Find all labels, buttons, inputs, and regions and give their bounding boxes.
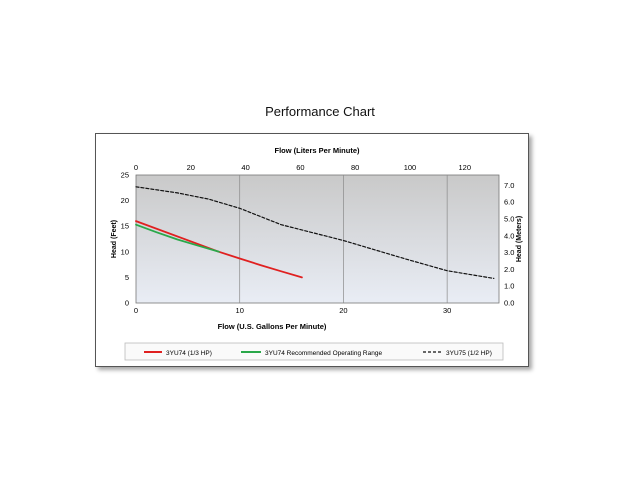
x-tick-label: 0 (134, 306, 138, 315)
plot-area (135, 174, 500, 304)
x2-tick-label: 100 (404, 163, 417, 172)
performance-chart: 0 10 20 30 0 20 40 60 80 100 120 0 5 10 15 20 25 0.0 1.0 2.… (111, 146, 523, 361)
legend: 3YU74 (1/3 HP) 3YU74 Recommended Operati… (124, 342, 504, 361)
x2-tick-label: 60 (296, 163, 304, 172)
y-tick-label: 25 (121, 171, 129, 180)
y2-tick-label: 5.0 (504, 215, 514, 224)
y2-tick-label: 2.0 (504, 265, 514, 274)
legend-entry-3yu74: 3YU74 (1/3 HP) (166, 350, 212, 357)
series-line-2 (135, 186, 495, 279)
legend-box (124, 342, 504, 361)
chart-frame: 0 10 20 30 0 20 40 60 80 100 120 0 5 10 15 20 25 0.0 1.0 2.… (95, 133, 529, 367)
y-tick-label: 20 (121, 196, 129, 205)
y-tick-label: 0 (125, 299, 129, 308)
x-tick-label: 30 (443, 306, 451, 315)
y2-tick-label: 6.0 (504, 198, 514, 207)
x2-tick-label: 0 (134, 163, 138, 172)
y2-tick-label: 0.0 (504, 299, 514, 308)
y-axis-label: Head (Feet) (111, 220, 118, 258)
x-axis-label: Flow (U.S. Gallons Per Minute) (218, 322, 327, 331)
y-tick-label: 15 (121, 222, 129, 231)
series-line-1 (135, 223, 220, 253)
y2-tick-label: 1.0 (504, 282, 514, 291)
y2-axis-label: Head (Meters) (516, 216, 523, 262)
y2-tick-label: 7.0 (504, 181, 514, 190)
y2-tick-label: 4.0 (504, 231, 514, 240)
legend-entry-3yu75: 3YU75 (1/2 HP) (446, 350, 492, 357)
page-title: Performance Chart (265, 104, 375, 119)
y-tick-label: 10 (121, 247, 129, 256)
x-tick-label: 20 (339, 306, 347, 315)
y2-tick-label: 3.0 (504, 248, 514, 257)
y-tick-label: 5 (125, 273, 129, 282)
x2-tick-label: 40 (241, 163, 249, 172)
x-tick-label: 10 (236, 306, 244, 315)
x2-tick-label: 120 (458, 163, 471, 172)
series-line-0 (135, 220, 303, 279)
legend-entry-operating-range: 3YU74 Recommended Operating Range (265, 350, 382, 357)
x2-tick-label: 20 (187, 163, 195, 172)
x2-tick-label: 80 (351, 163, 359, 172)
x2-axis-label: Flow (Liters Per Minute) (274, 146, 360, 155)
